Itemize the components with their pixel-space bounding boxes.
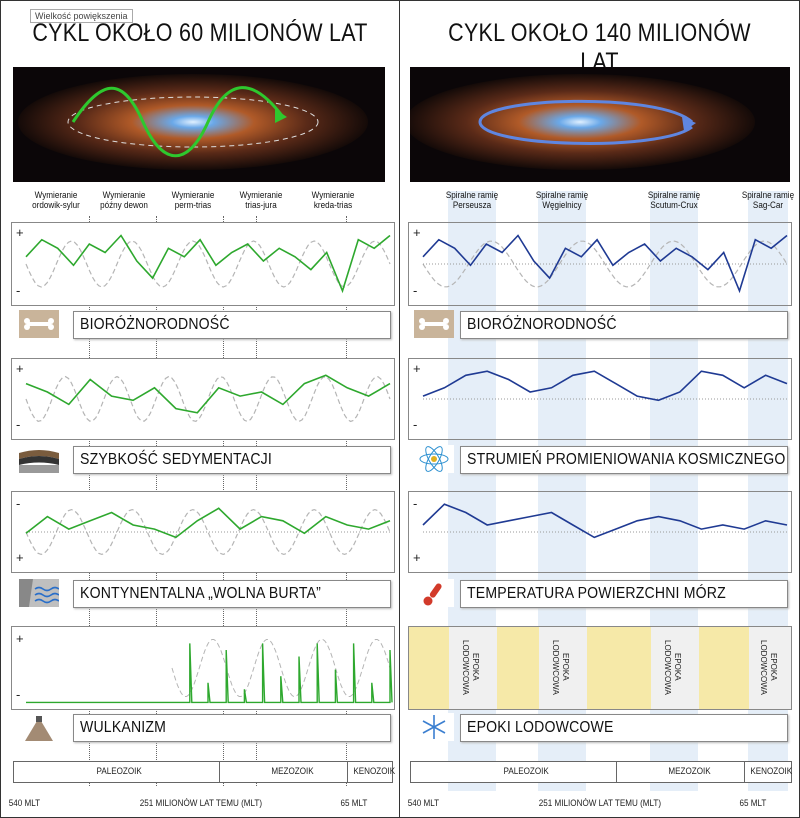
- volcano-icon: [19, 713, 59, 741]
- axis-end: 65 MLT: [340, 798, 368, 808]
- spiral-arm-label: Spiralne ramię Perseusza: [445, 190, 499, 210]
- minus-sign: -: [16, 283, 21, 298]
- ice-age-band: [539, 627, 587, 709]
- panel-title: CYKL OKOŁO 60 MILIONÓW LAT: [32, 19, 368, 47]
- ice-age-label: EPOKA LODOWCOWA: [461, 639, 480, 695]
- galaxy-image: [13, 67, 385, 182]
- data-series-line: [26, 643, 393, 704]
- sea-temperature-chart: - +: [408, 491, 792, 573]
- era-mesozoic: MEZOZOIK: [271, 766, 314, 776]
- era-paleozoic: PALEOZOIK: [96, 766, 142, 776]
- sedimentation-chart: + -: [11, 358, 395, 440]
- sediment-layers-icon: [19, 445, 59, 473]
- freeboard-chart: - +: [11, 491, 395, 573]
- extinction-event-label: Wymieranie trias-jura: [239, 190, 283, 210]
- minus-sign: -: [413, 417, 418, 432]
- spiral-arm-label: Spiralne ramię Węgielnicy: [535, 190, 589, 210]
- coast-waves-icon: [19, 579, 59, 607]
- era-bar: PALEOZOIK MEZOZOIK KENOZOIK: [13, 761, 396, 783]
- data-series-line: [422, 370, 788, 402]
- extinction-event-label: Wymieranie kreda-trias: [311, 190, 355, 210]
- panel-label: WULKANIZM: [73, 714, 391, 742]
- minus-sign: -: [413, 283, 418, 298]
- ice-age-band: [749, 627, 791, 709]
- panel-label: KONTYNENTALNA „WOLNA BURTA”: [73, 580, 391, 608]
- ice-age-band: [651, 627, 699, 709]
- reference-cycle-line: [25, 375, 391, 423]
- fossil-bone-icon: [414, 310, 454, 338]
- era-cenozoic: KENOZOIK: [750, 766, 793, 776]
- ice-age-label: EPOKA LODOWCOWA: [759, 639, 778, 695]
- ice-age-chart: [408, 626, 792, 710]
- snowflake-icon: [414, 713, 454, 741]
- data-series-line: [25, 374, 391, 414]
- minus-sign: -: [16, 687, 21, 702]
- fossil-bone-icon: [19, 310, 59, 338]
- panel-label: BIORÓŻNORODNOŚĆ: [460, 311, 788, 339]
- right-panel: CYKL OKOŁO 140 MILIONÓW LAT Spiralne ram…: [399, 0, 800, 818]
- era-bar: PALEOZOIK MEZOZOIK KENOZOIK: [410, 761, 792, 783]
- reference-cycle-line: [171, 639, 391, 697]
- era-paleozoic: PALEOZOIK: [503, 766, 549, 776]
- reference-cycle-line: [422, 240, 788, 288]
- minus-sign: -: [16, 496, 21, 511]
- spiral-arm-label: Spiralne ramię Sag-Car: [741, 190, 795, 210]
- plus-sign: +: [413, 361, 421, 376]
- left-panel: CYKL OKOŁO 60 MILIONÓW LAT Wymieranie ord…: [0, 0, 400, 818]
- data-series-line: [25, 234, 391, 294]
- biodiversity-chart: + -: [408, 222, 792, 306]
- galaxy-image: [410, 67, 790, 182]
- era-mesozoic: MEZOZOIK: [668, 766, 711, 776]
- reference-cycle-line: [25, 240, 391, 288]
- volcanism-chart: + -: [11, 626, 395, 710]
- plus-sign: +: [16, 550, 24, 565]
- axis-end: 65 MLT: [739, 798, 767, 808]
- plus-sign: +: [16, 361, 24, 376]
- era-cenozoic: KENOZOIK: [353, 766, 396, 776]
- ice-age-label: EPOKA LODOWCOWA: [551, 639, 570, 695]
- panel-label: EPOKI LODOWCOWE: [460, 714, 788, 742]
- extinction-event-label: Wymieranie ordowik-sylur: [32, 190, 80, 210]
- minus-sign: -: [16, 417, 21, 432]
- ice-age-label: EPOKA LODOWCOWA: [663, 639, 682, 695]
- data-series-line: [422, 234, 788, 294]
- zoom-tooltip: Wielkość powiększenia: [30, 9, 133, 23]
- spiral-arm-label: Spiralne ramię Scutum-Crux: [647, 190, 701, 210]
- thermometer-icon: [414, 579, 454, 607]
- plus-sign: +: [16, 631, 24, 646]
- extinction-event-label: Wymieranie perm-trias: [171, 190, 215, 210]
- cosmic-ray-chart: + -: [408, 358, 792, 440]
- panel-title: CYKL OKOŁO 140 MILIONÓW LAT: [448, 19, 751, 76]
- axis-middle: 251 MILIONÓW LAT TEMU (MLT): [139, 798, 263, 808]
- plus-sign: +: [413, 550, 421, 565]
- biodiversity-chart: + -: [11, 222, 395, 306]
- data-series-line: [422, 503, 788, 539]
- axis-start: 540 MLT: [8, 798, 41, 808]
- plus-sign: +: [413, 225, 421, 240]
- minus-sign: -: [413, 496, 418, 511]
- panel-label: STRUMIEŃ PROMIENIOWANIA KOSMICZNEGO: [460, 446, 788, 474]
- axis-middle: 251 MILIONÓW LAT TEMU (MLT): [538, 798, 662, 808]
- atom-icon: [414, 445, 454, 473]
- axis-start: 540 MLT: [407, 798, 440, 808]
- panel-label: SZYBKOŚĆ SEDYMENTACJI: [73, 446, 391, 474]
- plus-sign: +: [16, 225, 24, 240]
- data-series-line: [25, 507, 391, 539]
- ice-age-band: [449, 627, 497, 709]
- extinction-event-label: Wymieranie późny dewon: [100, 190, 148, 210]
- panel-label: BIORÓŻNORODNOŚĆ: [73, 311, 391, 339]
- panel-label: TEMPERATURA POWIERZCHNI MÓRZ: [460, 580, 788, 608]
